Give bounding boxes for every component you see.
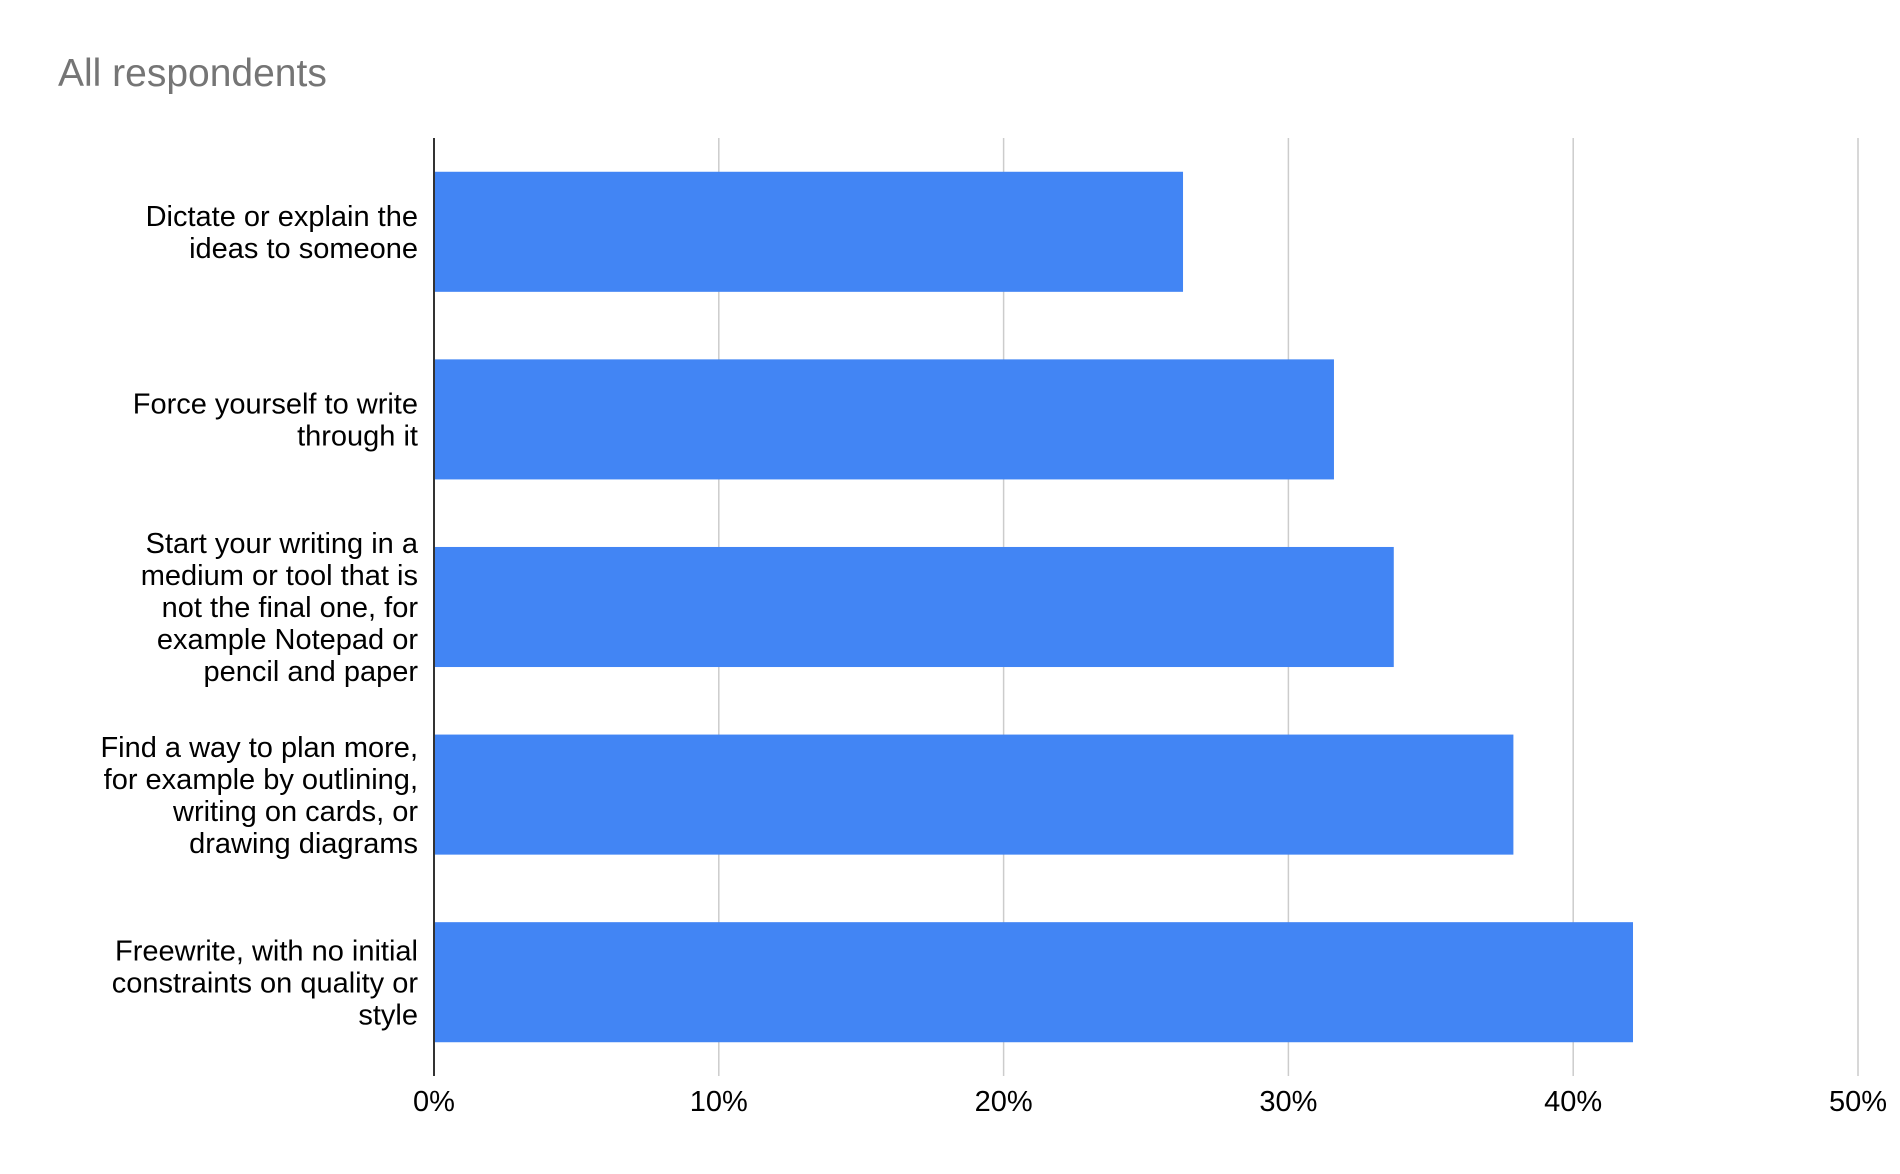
category-label: Start your writing in a medium or tool th…: [141, 528, 419, 688]
bar: [434, 546, 1394, 668]
bars: [434, 171, 1634, 1043]
x-tick-labels: 0% 10% 20% 30% 40% 50%: [413, 1086, 1887, 1118]
bar: [434, 734, 1514, 855]
category-label: Find a way to plan more, for example by o…: [100, 732, 418, 860]
bar: [434, 359, 1334, 480]
chart-title: All respondents: [58, 52, 327, 95]
category-labels: Dictate or explain the ideas to someone Fo…: [100, 201, 418, 1031]
x-tick-label: 30%: [1259, 1086, 1317, 1118]
x-tick-label: 0%: [413, 1086, 455, 1118]
category-label: Freewrite, with no initial constraints on…: [112, 935, 419, 1031]
x-tick-label: 10%: [690, 1086, 748, 1118]
x-tick-label: 50%: [1829, 1086, 1887, 1118]
category-label: Dictate or explain the ideas to someone: [146, 201, 418, 265]
category-label: Force yourself to write through it: [133, 389, 418, 453]
bar: [434, 171, 1184, 292]
x-tick-label: 20%: [975, 1086, 1033, 1118]
bar: [434, 922, 1634, 1043]
x-tick-label: 40%: [1544, 1086, 1602, 1118]
